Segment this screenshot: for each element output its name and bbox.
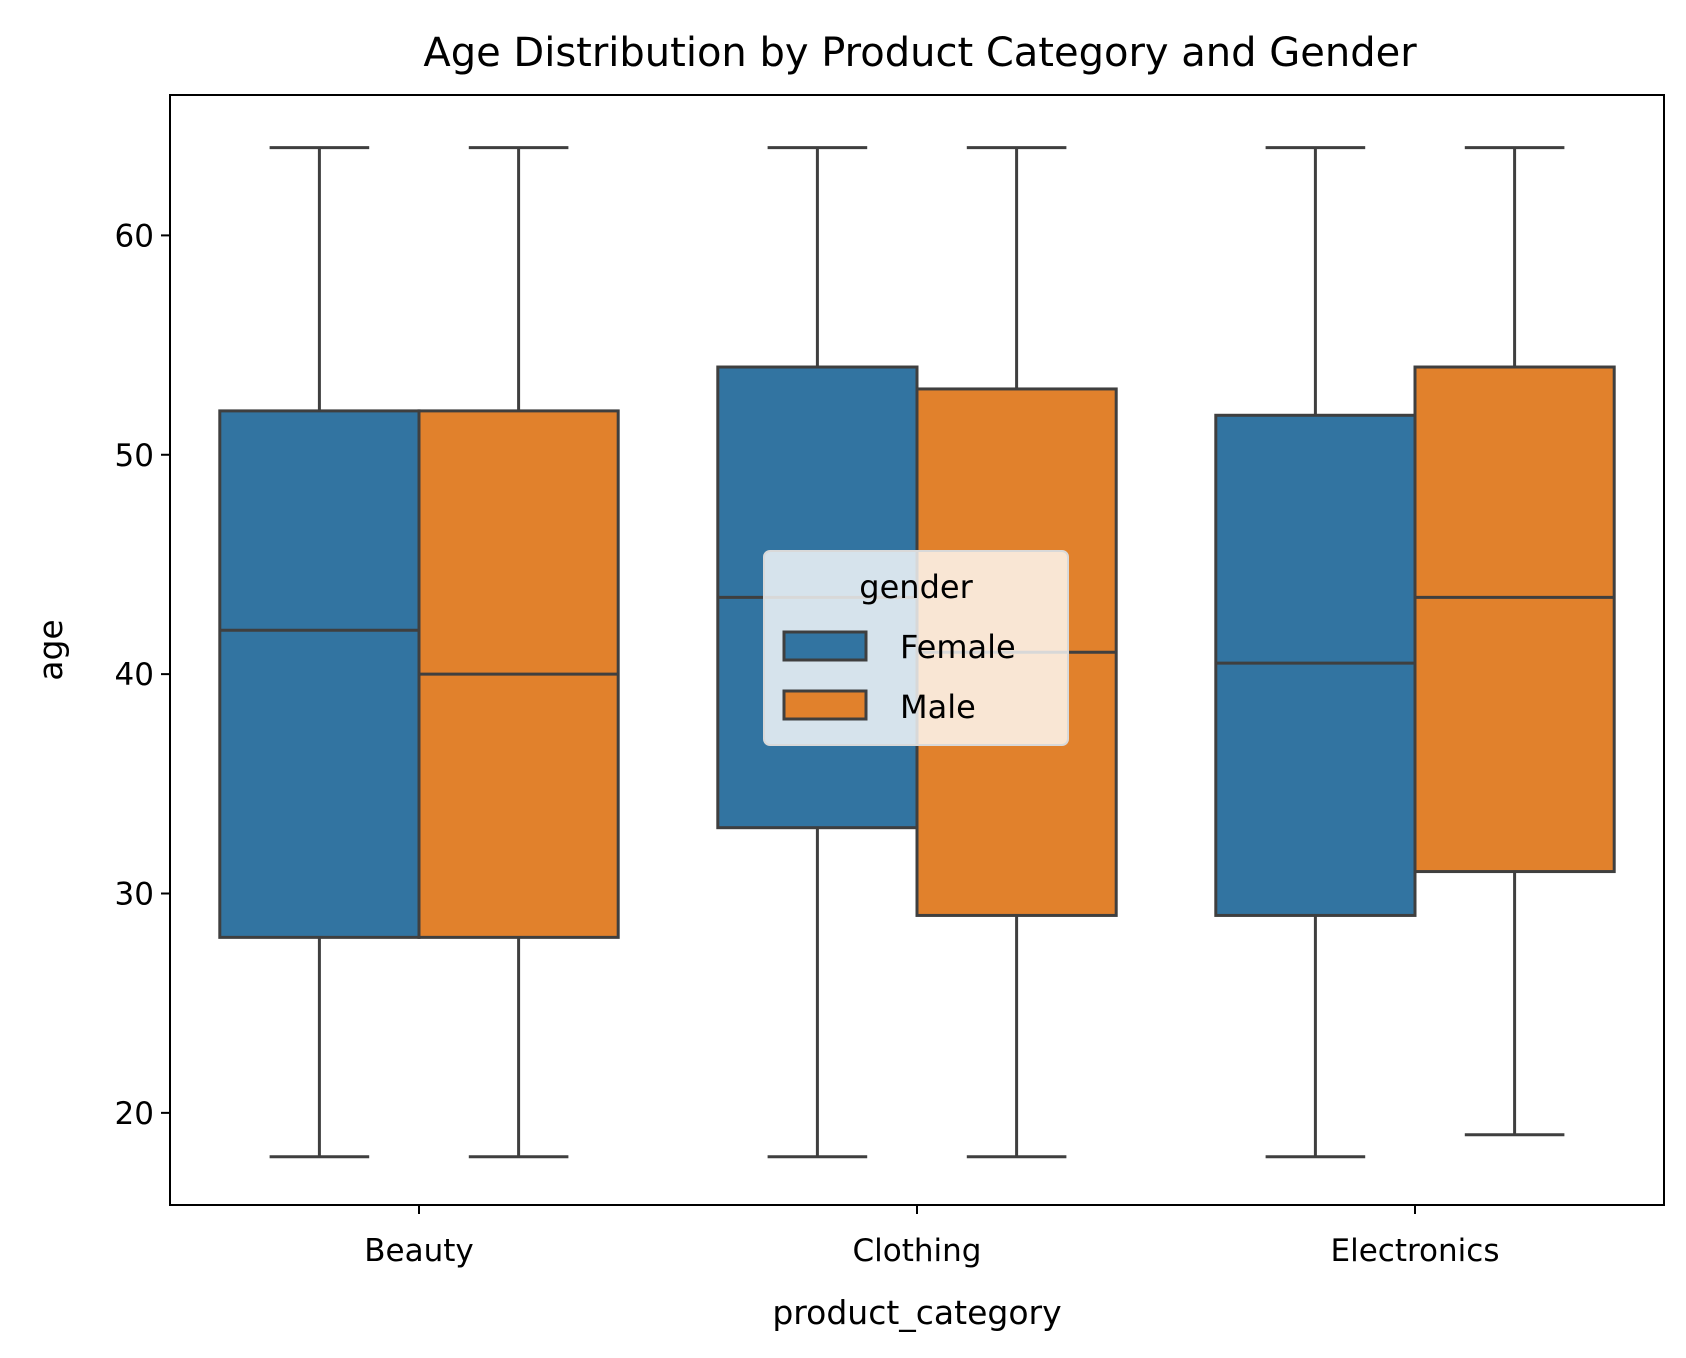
chart-title: Age Distribution by Product Category and… xyxy=(423,30,1417,76)
x-axis-label: product_category xyxy=(772,1293,1061,1332)
plot-frame xyxy=(169,94,1665,1206)
x-tick-label: Electronics xyxy=(1331,1233,1500,1269)
box-electronics-female xyxy=(1214,146,1417,1159)
legend-swatch-female xyxy=(782,630,868,662)
legend-swatch-male xyxy=(782,689,868,721)
x-axis: Beauty Clothing Electronics xyxy=(364,1205,1499,1269)
box-body xyxy=(1413,365,1616,874)
legend-title: gender xyxy=(859,568,973,606)
y-tick-label: 60 xyxy=(115,218,154,254)
legend: gender Female Male xyxy=(763,550,1069,746)
y-tick-label: 50 xyxy=(115,438,154,474)
legend-label-female: Female xyxy=(900,628,1016,666)
box-beauty-male xyxy=(417,146,620,1159)
y-axis: 20 30 40 50 60 xyxy=(115,218,170,1132)
box-body xyxy=(1214,413,1417,917)
box-beauty-female xyxy=(218,146,421,1159)
box-electronics-male xyxy=(1413,146,1616,1137)
y-axis-label: age xyxy=(31,619,70,680)
legend-label-male: Male xyxy=(900,688,976,726)
y-tick-label: 40 xyxy=(115,657,154,693)
x-tick-label: Beauty xyxy=(364,1233,473,1269)
x-tick-label: Clothing xyxy=(853,1233,982,1269)
y-tick-label: 20 xyxy=(115,1096,154,1132)
y-tick-label: 30 xyxy=(115,876,154,912)
box-body xyxy=(218,409,421,939)
